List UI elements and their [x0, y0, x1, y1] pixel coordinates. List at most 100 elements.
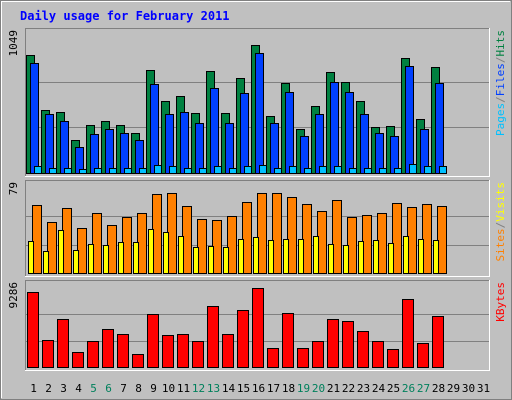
x-tick-label-day-11: 11 — [177, 382, 190, 395]
bar-kbytes-day-23 — [357, 331, 369, 368]
bar-files-day-3 — [60, 121, 69, 174]
bar-pages-day-4 — [79, 169, 87, 174]
x-tick-label-day-31: 31 — [477, 382, 490, 395]
bar-visits-day-23 — [358, 241, 364, 274]
bar-pages-day-26 — [409, 164, 417, 174]
bar-visits-day-16 — [253, 237, 259, 274]
bar-pages-day-3 — [64, 168, 72, 174]
bar-files-day-25 — [390, 136, 399, 174]
bar-sites-day-14 — [227, 216, 237, 274]
x-tick-label-day-4: 4 — [75, 382, 82, 395]
x-tick-label-day-6: 6 — [105, 382, 112, 395]
bar-pages-day-11 — [184, 168, 192, 174]
bar-visits-day-11 — [178, 236, 184, 274]
bar-files-day-24 — [375, 133, 384, 174]
bar-kbytes-day-20 — [312, 341, 324, 368]
bar-kbytes-day-15 — [237, 310, 249, 368]
bar-pages-day-15 — [244, 166, 252, 174]
bar-kbytes-day-9 — [147, 314, 159, 368]
series-visits — [28, 229, 439, 274]
bar-pages-day-22 — [349, 168, 357, 174]
bar-files-day-22 — [345, 92, 354, 174]
bar-pages-day-27 — [424, 166, 432, 174]
bar-visits-day-19 — [298, 239, 304, 274]
bar-visits-day-2 — [43, 251, 49, 274]
bar-pages-day-25 — [394, 168, 402, 174]
bar-kbytes-day-17 — [267, 348, 279, 368]
bar-visits-day-8 — [133, 242, 139, 274]
bar-sites-day-12 — [197, 219, 207, 274]
bar-pages-day-16 — [259, 165, 267, 174]
bar-pages-day-7 — [124, 168, 132, 174]
bar-kbytes-day-12 — [192, 341, 204, 368]
x-tick-label-day-21: 21 — [327, 382, 340, 395]
bar-files-day-15 — [240, 93, 249, 174]
x-tick-label-day-8: 8 — [135, 382, 142, 395]
bar-pages-day-9 — [154, 165, 162, 174]
x-tick-label-day-23: 23 — [357, 382, 370, 395]
bar-files-day-16 — [255, 53, 264, 174]
bar-files-day-7 — [120, 133, 129, 174]
x-tick-label-day-15: 15 — [237, 382, 250, 395]
bar-pages-day-23 — [364, 168, 372, 174]
bar-kbytes-day-3 — [57, 319, 69, 368]
bar-pages-day-19 — [304, 168, 312, 174]
bar-pages-day-12 — [199, 168, 207, 174]
legend-entry: Hits — [494, 30, 507, 57]
legend-entry: Files — [494, 63, 507, 96]
panel-legend: Pages/Files/Hits — [494, 30, 507, 136]
x-tick-label-day-13: 13 — [207, 382, 220, 395]
bar-visits-day-18 — [283, 239, 289, 274]
bar-kbytes-day-5 — [87, 341, 99, 368]
x-tick-label-day-16: 16 — [252, 382, 265, 395]
bar-files-day-21 — [330, 82, 339, 174]
x-tick-label-day-12: 12 — [192, 382, 205, 395]
bar-visits-day-28 — [433, 240, 439, 274]
bar-kbytes-day-6 — [102, 329, 114, 368]
panel-legend: Sites/Visits — [494, 182, 507, 262]
bar-visits-day-4 — [73, 250, 79, 274]
bar-kbytes-day-26 — [402, 299, 414, 368]
bar-files-day-14 — [225, 123, 234, 174]
bar-kbytes-day-24 — [372, 341, 384, 368]
bar-files-day-11 — [180, 112, 189, 174]
bar-visits-day-13 — [208, 246, 214, 274]
panel-kbytes: 9286 KBytes — [7, 280, 507, 371]
bar-visits-day-7 — [118, 242, 124, 274]
bar-files-day-12 — [195, 123, 204, 174]
bar-visits-day-12 — [193, 247, 199, 274]
x-tick-label-day-20: 20 — [312, 382, 325, 395]
bar-visits-day-21 — [328, 244, 334, 274]
x-tick-label-day-19: 19 — [297, 382, 310, 395]
bar-files-day-28 — [435, 83, 444, 174]
bar-kbytes-day-27 — [417, 343, 429, 368]
bar-pages-day-14 — [229, 168, 237, 174]
bar-sites-day-16 — [257, 193, 267, 274]
bar-pages-day-6 — [109, 168, 117, 174]
bar-kbytes-day-11 — [177, 334, 189, 368]
bar-files-day-26 — [405, 66, 414, 174]
bar-kbytes-day-21 — [327, 319, 339, 368]
bar-sites-day-21 — [332, 200, 342, 274]
bar-pages-day-8 — [139, 168, 147, 174]
bar-kbytes-day-8 — [132, 354, 144, 368]
x-tick-label-day-2: 2 — [45, 382, 52, 395]
bar-files-day-23 — [360, 114, 369, 174]
series-sites — [32, 193, 447, 274]
x-tick-label-day-5: 5 — [90, 382, 97, 395]
x-tick-label-day-26: 26 — [402, 382, 415, 395]
bar-pages-day-5 — [94, 168, 102, 174]
x-tick-label-day-30: 30 — [462, 382, 475, 395]
x-tick-label-day-29: 29 — [447, 382, 460, 395]
bar-kbytes-day-13 — [207, 306, 219, 368]
x-tick-label-day-27: 27 — [417, 382, 430, 395]
ymax-label: 9286 — [7, 282, 20, 309]
bar-pages-day-2 — [49, 168, 57, 174]
bar-sites-day-18 — [287, 197, 297, 274]
bar-files-day-19 — [300, 136, 309, 174]
bar-files-day-1 — [30, 63, 39, 174]
bar-sites-day-15 — [242, 202, 252, 274]
legend-entry: KBytes — [494, 282, 507, 322]
x-tick-label-day-18: 18 — [282, 382, 295, 395]
